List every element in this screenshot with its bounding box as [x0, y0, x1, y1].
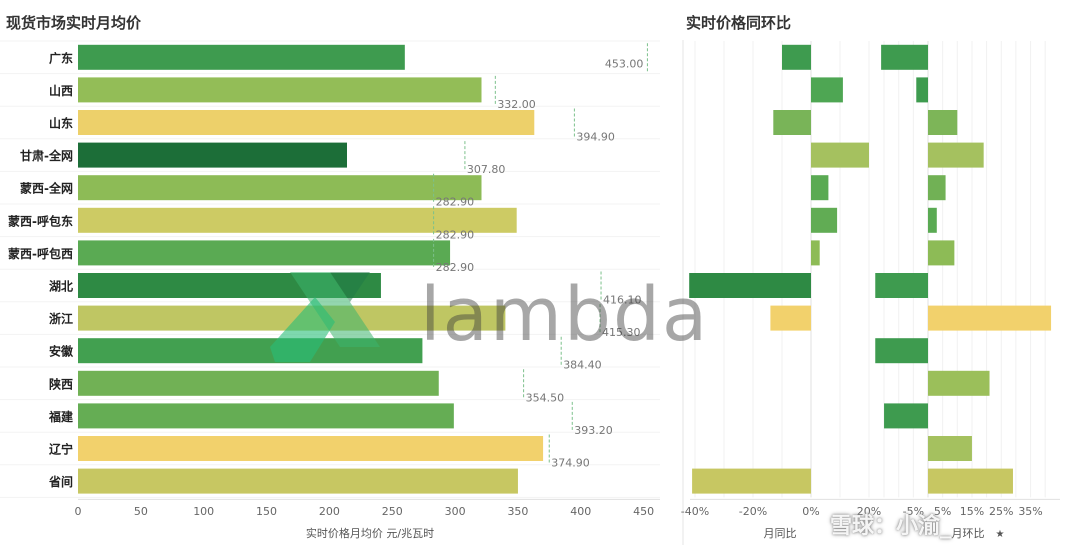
- bar: [78, 207, 517, 233]
- x-tick-label: 450: [633, 505, 654, 518]
- x-tick-label: 400: [570, 505, 591, 518]
- bar: [78, 370, 439, 396]
- x-tick-label: 150: [256, 505, 277, 518]
- mom-tick-label: 35%: [1018, 505, 1042, 518]
- bar: [78, 240, 451, 266]
- category-label: 甘肃-全网: [20, 148, 73, 163]
- mom-bar: [928, 175, 946, 201]
- category-label: 蒙西-全网: [20, 181, 73, 196]
- mom-bar: [928, 436, 972, 461]
- yoy-bar: [692, 468, 811, 494]
- bar: [78, 403, 454, 429]
- right-chart-title: 实时价格同环比: [686, 14, 792, 32]
- bar: [78, 468, 518, 494]
- yoy-bar: [811, 77, 843, 103]
- x-tick-label: 300: [445, 505, 466, 518]
- yoy-bar: [782, 44, 811, 70]
- reference-label: 307.80: [467, 163, 506, 176]
- yoy-axis-label: 月同比: [764, 527, 797, 540]
- bar: [78, 77, 482, 103]
- yoy-bar: [811, 142, 869, 168]
- reference-label: 416.10: [603, 294, 642, 307]
- reference-label: 282.90: [436, 228, 475, 241]
- sort-icon: ★: [996, 529, 1005, 540]
- reference-label: 394.90: [576, 131, 615, 144]
- bar: [78, 175, 482, 201]
- mom-bar: [928, 468, 1013, 494]
- reference-label: 393.20: [574, 424, 613, 437]
- category-label: 安徽: [49, 344, 74, 359]
- x-tick-label: 100: [193, 505, 214, 518]
- category-label: 山东: [49, 116, 73, 131]
- yoy-bar: [689, 273, 811, 298]
- x-tick-label: 250: [382, 505, 403, 518]
- mom-bar: [916, 77, 928, 103]
- mom-tick-label: -5%: [903, 505, 924, 518]
- mom-axis-label: 月环比: [952, 527, 985, 540]
- mom-bar: [881, 44, 928, 70]
- x-tick-label: 50: [134, 505, 148, 518]
- mom-bar: [928, 207, 937, 233]
- mom-bar: [875, 273, 928, 298]
- mom-bar: [928, 305, 1052, 331]
- yoy-bar: [770, 305, 811, 331]
- mom-bar: [928, 110, 958, 135]
- mom-tick-label: 15%: [960, 505, 984, 518]
- mom-tick-label: 5%: [934, 505, 951, 518]
- category-label: 广东: [49, 50, 73, 65]
- reference-label: 415.30: [602, 326, 641, 339]
- mom-bar: [884, 403, 928, 429]
- reference-label: 374.90: [551, 457, 590, 470]
- mom-tick-label: 25%: [989, 505, 1013, 518]
- yoy-tick-label: 20%: [857, 505, 881, 518]
- reference-label: 453.00: [605, 57, 644, 70]
- x-tick-label: 200: [319, 505, 340, 518]
- category-label: 蒙西-呼包东: [8, 213, 73, 228]
- category-label: 省间: [48, 474, 73, 489]
- yoy-tick-label: -20%: [739, 505, 767, 518]
- category-label: 福建: [48, 409, 74, 424]
- x-tick-label: 350: [507, 505, 528, 518]
- category-label: 陕西: [49, 376, 73, 391]
- reference-label: 282.90: [436, 196, 475, 209]
- reference-label: 282.90: [436, 261, 475, 274]
- bar: [78, 142, 347, 168]
- bar: [78, 436, 544, 461]
- yoy-bar: [811, 240, 820, 266]
- mom-bar: [928, 240, 955, 266]
- bar: [78, 110, 535, 135]
- bar: [78, 44, 405, 70]
- x-tick-label: 0: [75, 505, 82, 518]
- lambda-logo-icon: [270, 272, 380, 362]
- yoy-tick-label: -40%: [681, 505, 709, 518]
- reference-label: 354.50: [526, 391, 565, 404]
- mom-bar: [928, 142, 984, 168]
- left-chart-title: 现货市场实时月均价: [6, 14, 142, 32]
- category-label: 湖北: [49, 279, 73, 294]
- credit-watermark: 雪球：小渝_: [830, 514, 952, 539]
- category-label: 蒙西-呼包西: [8, 246, 73, 261]
- category-label: 浙江: [49, 311, 73, 326]
- watermark-text: lambda: [420, 272, 710, 358]
- x-axis-label: 实时价格月均价 元/兆瓦时: [306, 526, 434, 540]
- yoy-bar: [773, 110, 811, 135]
- mom-bar: [928, 370, 990, 396]
- yoy-tick-label: 0%: [802, 505, 819, 518]
- reference-label: 332.00: [497, 98, 535, 111]
- category-label: 山西: [49, 83, 73, 98]
- yoy-bar: [811, 207, 838, 233]
- yoy-bar: [811, 175, 829, 201]
- reference-label: 384.40: [563, 359, 602, 372]
- mom-bar: [875, 338, 928, 364]
- category-label: 辽宁: [49, 442, 73, 457]
